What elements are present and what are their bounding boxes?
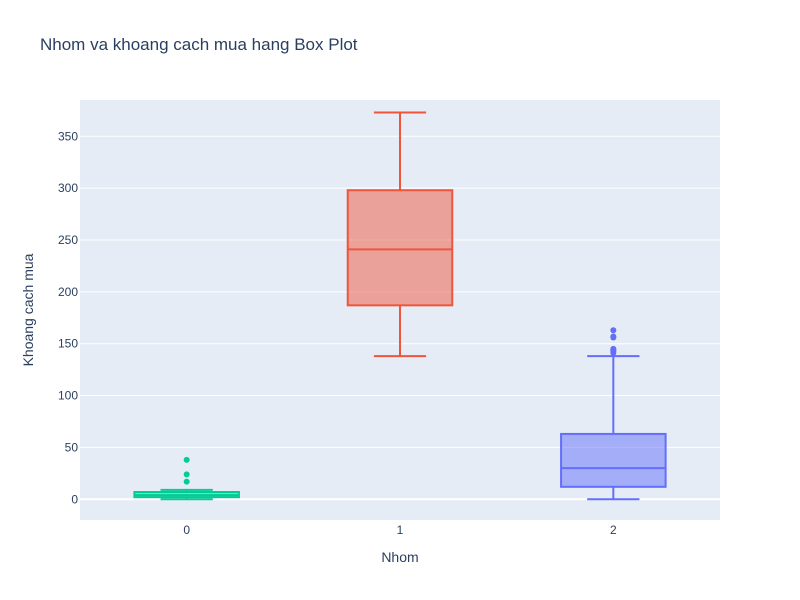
iqr-box [560,432,667,488]
outlier-point [610,333,617,340]
outlier-point [183,456,190,463]
box-group-2 [560,327,667,501]
box-group-0 [133,456,240,501]
x-tick-label: 2 [610,523,617,537]
outlier-point [183,478,190,485]
x-tick-label: 1 [397,523,404,537]
y-tick-label: 50 [65,440,79,454]
y-tick-label: 100 [58,389,78,403]
y-tick-label: 250 [58,233,78,247]
x-tick-labels: 0 1 2 [183,523,617,537]
x-axis-title: Nhom [381,549,418,565]
y-tick-label: 350 [58,129,78,143]
y-tick-label: 200 [58,285,78,299]
box-series [133,111,667,501]
box-group-1 [346,111,454,358]
y-tick-labels: 0 50 100 150 200 250 300 350 [58,129,78,506]
outlier-point [610,345,617,352]
iqr-box [346,189,454,307]
y-axis-title: Khoang cach mua [20,253,36,366]
outlier-point [610,327,617,334]
x-tick-label: 0 [183,523,190,537]
y-tick-label: 300 [58,181,78,195]
outlier-point [183,471,190,478]
y-tick-label: 150 [58,337,78,351]
chart-title: Nhom va khoang cach mua hang Box Plot [40,35,358,54]
y-tick-label: 0 [71,492,78,506]
